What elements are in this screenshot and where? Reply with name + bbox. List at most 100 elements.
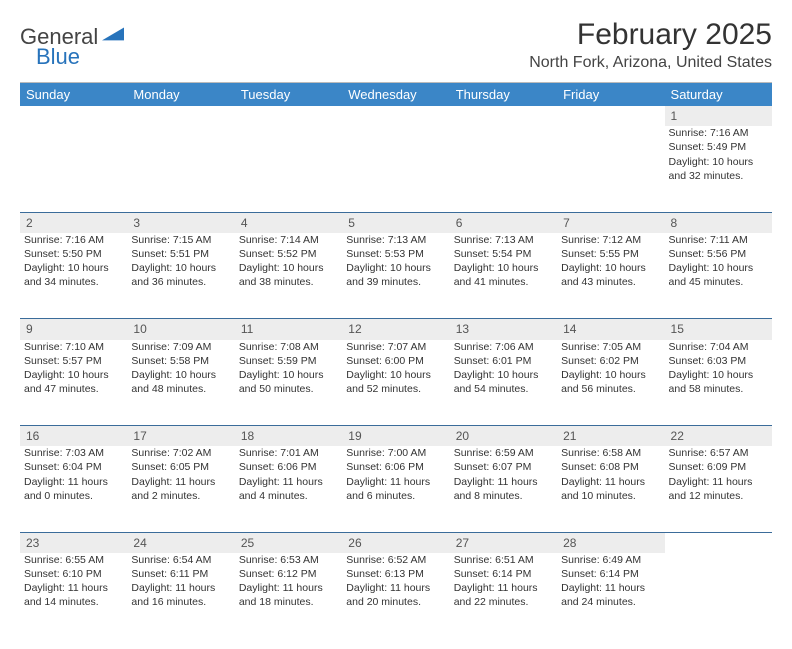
daylight-line1: Daylight: 10 hours: [669, 155, 768, 169]
dow-header-row: Sunday Monday Tuesday Wednesday Thursday…: [20, 83, 772, 106]
daylight-line1: Daylight: 10 hours: [669, 261, 768, 275]
sunset: Sunset: 6:11 PM: [131, 567, 230, 581]
daylight-line2: and 18 minutes.: [239, 595, 338, 609]
daylight-line2: and 41 minutes.: [454, 275, 553, 289]
day-number-cell: 9: [20, 319, 127, 340]
week-body-row: Sunrise: 7:16 AMSunset: 5:49 PMDaylight:…: [20, 126, 772, 212]
day-number-cell: 22: [665, 426, 772, 447]
sunset: Sunset: 6:14 PM: [454, 567, 553, 581]
day-body-cell: Sunrise: 7:12 AMSunset: 5:55 PMDaylight:…: [557, 233, 664, 319]
sunset: Sunset: 6:06 PM: [239, 460, 338, 474]
dow-thu: Thursday: [450, 83, 557, 106]
sunrise: Sunrise: 6:53 AM: [239, 553, 338, 567]
daylight-line1: Daylight: 11 hours: [561, 581, 660, 595]
day-number-cell: 28: [557, 532, 664, 553]
day-body-cell: [450, 126, 557, 212]
day-body-cell: Sunrise: 7:10 AMSunset: 5:57 PMDaylight:…: [20, 340, 127, 426]
day-number-cell: 1: [665, 106, 772, 126]
sunrise: Sunrise: 7:04 AM: [669, 340, 768, 354]
daylight-line1: Daylight: 10 hours: [561, 368, 660, 382]
daylight-line2: and 8 minutes.: [454, 489, 553, 503]
daylight-line1: Daylight: 10 hours: [131, 261, 230, 275]
day-number-cell: 15: [665, 319, 772, 340]
dow-mon: Monday: [127, 83, 234, 106]
sunset: Sunset: 5:50 PM: [24, 247, 123, 261]
dow-fri: Friday: [557, 83, 664, 106]
day-number-cell: 14: [557, 319, 664, 340]
day-body-cell: Sunrise: 7:15 AMSunset: 5:51 PMDaylight:…: [127, 233, 234, 319]
day-number-cell: 10: [127, 319, 234, 340]
day-body-cell: Sunrise: 7:14 AMSunset: 5:52 PMDaylight:…: [235, 233, 342, 319]
sunrise: Sunrise: 7:07 AM: [346, 340, 445, 354]
day-number-cell: 8: [665, 212, 772, 233]
day-number-cell: [127, 106, 234, 126]
day-body-cell: Sunrise: 6:52 AMSunset: 6:13 PMDaylight:…: [342, 553, 449, 639]
sunrise: Sunrise: 6:49 AM: [561, 553, 660, 567]
daylight-line2: and 48 minutes.: [131, 382, 230, 396]
daylight-line2: and 12 minutes.: [669, 489, 768, 503]
sunrise: Sunrise: 7:14 AM: [239, 233, 338, 247]
daylight-line2: and 50 minutes.: [239, 382, 338, 396]
sunrise: Sunrise: 6:54 AM: [131, 553, 230, 567]
daylight-line2: and 58 minutes.: [669, 382, 768, 396]
sunset: Sunset: 5:52 PM: [239, 247, 338, 261]
day-number-cell: 17: [127, 426, 234, 447]
sunrise: Sunrise: 7:05 AM: [561, 340, 660, 354]
sunrise: Sunrise: 7:12 AM: [561, 233, 660, 247]
brand-logo: General Blue: [20, 18, 124, 50]
day-body-cell: [665, 553, 772, 639]
sunset: Sunset: 6:06 PM: [346, 460, 445, 474]
daylight-line1: Daylight: 11 hours: [239, 475, 338, 489]
day-body-cell: Sunrise: 7:06 AMSunset: 6:01 PMDaylight:…: [450, 340, 557, 426]
daylight-line1: Daylight: 10 hours: [561, 261, 660, 275]
sunrise: Sunrise: 7:06 AM: [454, 340, 553, 354]
daylight-line1: Daylight: 11 hours: [561, 475, 660, 489]
daylight-line1: Daylight: 11 hours: [131, 475, 230, 489]
day-body-cell: Sunrise: 7:07 AMSunset: 6:00 PMDaylight:…: [342, 340, 449, 426]
calendar-body: 1Sunrise: 7:16 AMSunset: 5:49 PMDaylight…: [20, 106, 772, 639]
day-body-cell: Sunrise: 7:02 AMSunset: 6:05 PMDaylight:…: [127, 446, 234, 532]
daylight-line1: Daylight: 11 hours: [239, 581, 338, 595]
sunrise: Sunrise: 6:55 AM: [24, 553, 123, 567]
day-body-cell: [557, 126, 664, 212]
sunset: Sunset: 6:01 PM: [454, 354, 553, 368]
sunrise: Sunrise: 7:15 AM: [131, 233, 230, 247]
week-body-row: Sunrise: 7:10 AMSunset: 5:57 PMDaylight:…: [20, 340, 772, 426]
sunset: Sunset: 5:54 PM: [454, 247, 553, 261]
daylight-line2: and 24 minutes.: [561, 595, 660, 609]
day-body-cell: [235, 126, 342, 212]
day-number-cell: 11: [235, 319, 342, 340]
sunset: Sunset: 5:58 PM: [131, 354, 230, 368]
sunset: Sunset: 6:07 PM: [454, 460, 553, 474]
sunrise: Sunrise: 7:08 AM: [239, 340, 338, 354]
sunset: Sunset: 6:00 PM: [346, 354, 445, 368]
day-body-cell: Sunrise: 7:16 AMSunset: 5:50 PMDaylight:…: [20, 233, 127, 319]
day-number-cell: 19: [342, 426, 449, 447]
daylight-line1: Daylight: 10 hours: [24, 368, 123, 382]
day-body-cell: Sunrise: 7:13 AMSunset: 5:53 PMDaylight:…: [342, 233, 449, 319]
daylight-line1: Daylight: 11 hours: [24, 475, 123, 489]
day-body-cell: [127, 126, 234, 212]
sunrise: Sunrise: 7:02 AM: [131, 446, 230, 460]
daylight-line2: and 38 minutes.: [239, 275, 338, 289]
sunset: Sunset: 6:09 PM: [669, 460, 768, 474]
daylight-line1: Daylight: 11 hours: [669, 475, 768, 489]
location: North Fork, Arizona, United States: [529, 54, 772, 72]
daylight-line2: and 36 minutes.: [131, 275, 230, 289]
daylight-line2: and 20 minutes.: [346, 595, 445, 609]
sunrise: Sunrise: 7:00 AM: [346, 446, 445, 460]
daylight-line1: Daylight: 10 hours: [454, 368, 553, 382]
day-number-cell: [665, 532, 772, 553]
day-number-cell: 2: [20, 212, 127, 233]
sunset: Sunset: 6:05 PM: [131, 460, 230, 474]
daylight-line2: and 10 minutes.: [561, 489, 660, 503]
daylight-line1: Daylight: 10 hours: [669, 368, 768, 382]
day-body-cell: Sunrise: 6:53 AMSunset: 6:12 PMDaylight:…: [235, 553, 342, 639]
daylight-line2: and 56 minutes.: [561, 382, 660, 396]
sunset: Sunset: 5:53 PM: [346, 247, 445, 261]
day-body-cell: Sunrise: 7:16 AMSunset: 5:49 PMDaylight:…: [665, 126, 772, 212]
sunrise: Sunrise: 7:16 AM: [24, 233, 123, 247]
daylight-line1: Daylight: 11 hours: [24, 581, 123, 595]
day-body-cell: Sunrise: 7:11 AMSunset: 5:56 PMDaylight:…: [665, 233, 772, 319]
sunrise: Sunrise: 6:57 AM: [669, 446, 768, 460]
